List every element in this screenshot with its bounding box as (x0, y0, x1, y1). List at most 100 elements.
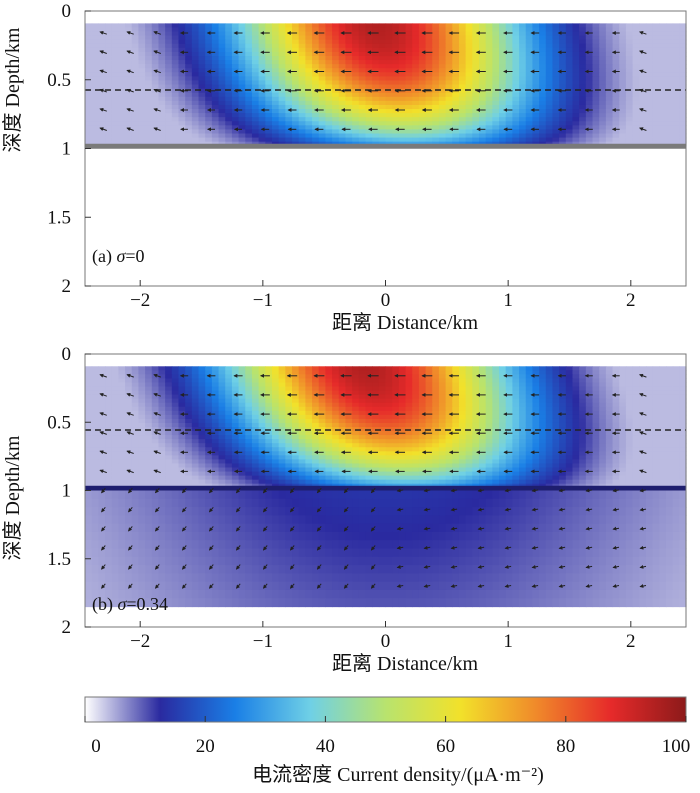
panel-b-heat-cell (586, 419, 593, 424)
panel-b-heat-cell (265, 366, 272, 371)
panel-b-heat-cell (546, 447, 553, 452)
panel-b-heat-cell (492, 366, 499, 371)
panel-b-heat-cell (472, 370, 479, 375)
panel-a-heat-cell (466, 85, 473, 90)
panel-a-heat-cell (112, 109, 119, 114)
panel-b-heat-cell (599, 382, 606, 387)
panel-a-heat-cell (265, 64, 272, 69)
panel-b-heat-cell (85, 411, 92, 416)
panel-b-heat-cell (98, 455, 105, 460)
panel-b-heat-cell (185, 415, 192, 420)
panel-a-heat-cell (619, 40, 626, 45)
panel-b-heat-cell (386, 447, 393, 452)
panel-a-heat-cell (519, 138, 526, 143)
panel-a-heat-cell (145, 68, 152, 73)
panel-b-heat-cell (192, 382, 199, 387)
panel-a-heat-cell (372, 72, 379, 77)
panel-b-heat-cell (118, 447, 125, 452)
panel-a-heat-cell (379, 121, 386, 126)
panel-a-heat-cell (152, 85, 159, 90)
panel-a-heat-cell (519, 109, 526, 114)
panel-a-heat-cell (245, 52, 252, 57)
panel-b-heat-cell (259, 387, 266, 392)
panel-a-heat-cell (305, 48, 312, 53)
panel-a-heat-cell (446, 117, 453, 122)
panel-a-heat-cell (466, 60, 473, 65)
panel-a-heat-cell (466, 23, 473, 28)
panel-b-heat-cell (419, 378, 426, 383)
panel-b-heat-cell (172, 415, 179, 420)
panel-b-heat-cell (599, 395, 606, 400)
panel-a-heat-cell (352, 80, 359, 85)
panel-a-heat-cell (232, 93, 239, 98)
panel-a-heat-cell (359, 56, 366, 61)
panel-b-heat-cell (519, 395, 526, 400)
panel-b-heat-cell (586, 374, 593, 379)
panel-b-heat-cell (412, 399, 419, 404)
panel-b-heat-cell (299, 411, 306, 416)
panel-b-heat-cell (519, 459, 526, 464)
panel-a-heat-cell (138, 85, 145, 90)
panel-b-heat-cell (492, 370, 499, 375)
panel-a-heat-cell (626, 40, 633, 45)
panel-a-heat-cell (352, 48, 359, 53)
panel-b-heat-cell (145, 431, 152, 436)
panel-a-heat-cell (245, 23, 252, 28)
panel-a-heat-cell (325, 134, 332, 139)
panel-b-heat-cell (566, 374, 573, 379)
panel-a-heat-cell (466, 40, 473, 45)
panel-a-heat-cell (492, 68, 499, 73)
panel-b-heat-cell (406, 399, 413, 404)
panel-b-heat-cell (219, 431, 226, 436)
panel-a-heat-cell (339, 80, 346, 85)
panel-a-heat-cell (566, 113, 573, 118)
panel-a-heat-cell (559, 80, 566, 85)
panel-b-heat-cell (138, 443, 145, 448)
panel-a-heat-cell (519, 64, 526, 69)
panel-b-heat-cell (332, 423, 339, 428)
panel-b-heat-cell (265, 374, 272, 379)
panel-b-heat-cell (332, 407, 339, 412)
panel-b-heat-cell (412, 411, 419, 416)
panel-a-heat-cell (639, 134, 646, 139)
panel-a-heat-cell (199, 44, 206, 49)
panel-b-heat-cell (472, 378, 479, 383)
panel-a-heat-cell (426, 23, 433, 28)
panel-b-heat-cell (446, 407, 453, 412)
panel-a-heat-cell (486, 32, 493, 37)
panel-b-heat-cell (112, 439, 119, 444)
panel-a-heat-cell (152, 76, 159, 81)
panel-a-heat-cell (118, 64, 125, 69)
panel-b-heat-cell (606, 451, 613, 456)
panel-b-heat-cell (419, 403, 426, 408)
panel-b-heat-cell (646, 443, 653, 448)
panel-a-heat-cell (359, 109, 366, 114)
panel-a-heat-cell (152, 44, 159, 49)
panel-b-heat-cell (252, 435, 259, 440)
panel-a-heat-cell (292, 80, 299, 85)
panel-a-heat-cell (112, 101, 119, 106)
panel-b-heat-cell (285, 419, 292, 424)
panel-b-heat-cell (506, 378, 513, 383)
panel-b-heat-cell (579, 439, 586, 444)
panel-a-heat-cell (492, 23, 499, 28)
panel-a-heat-cell (526, 56, 533, 61)
panel-b-heat-cell (172, 391, 179, 396)
panel-a-heat-cell (526, 64, 533, 69)
panel-a-heat-cell (673, 72, 680, 77)
panel-b-heat-cell (606, 395, 613, 400)
panel-a-ytick-label: 1 (62, 139, 72, 160)
panel-b-heat-cell (532, 455, 539, 460)
panel-b-heat-cell (466, 399, 473, 404)
panel-b-heat-cell (325, 407, 332, 412)
panel-b-heat-cell (606, 391, 613, 396)
panel-a-heat-cell (352, 40, 359, 45)
panel-a-heat-cell (532, 134, 539, 139)
panel-b-heat-cell (339, 407, 346, 412)
panel-a-heat-cell (219, 60, 226, 65)
panel-a-heat-cell (299, 76, 306, 81)
panel-a-heat-cell (492, 44, 499, 49)
panel-a-heat-cell (112, 113, 119, 118)
panel-a-heat-cell (239, 76, 246, 81)
panel-a-heat-cell (619, 121, 626, 126)
